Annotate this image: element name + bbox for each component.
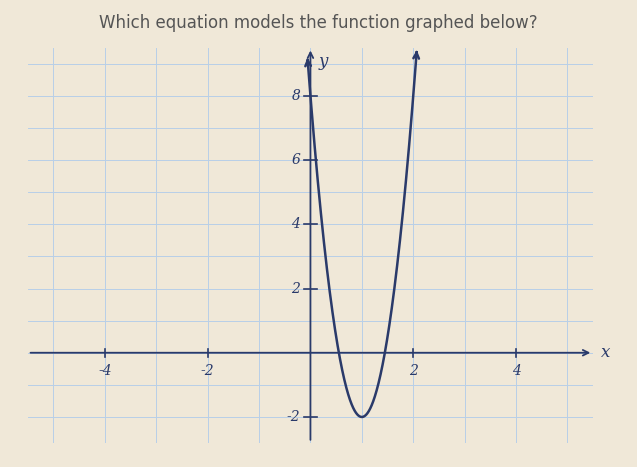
Text: 8: 8 — [291, 89, 300, 103]
Text: y: y — [318, 52, 327, 70]
Text: 6: 6 — [291, 153, 300, 167]
Text: 4: 4 — [291, 217, 300, 231]
Text: 4: 4 — [512, 364, 520, 378]
Text: 2: 2 — [291, 282, 300, 296]
Text: x: x — [601, 344, 610, 361]
Text: Which equation models the function graphed below?: Which equation models the function graph… — [99, 14, 538, 32]
Text: -2: -2 — [287, 410, 300, 424]
Text: -2: -2 — [201, 364, 215, 378]
Text: 2: 2 — [409, 364, 418, 378]
Text: -4: -4 — [98, 364, 111, 378]
